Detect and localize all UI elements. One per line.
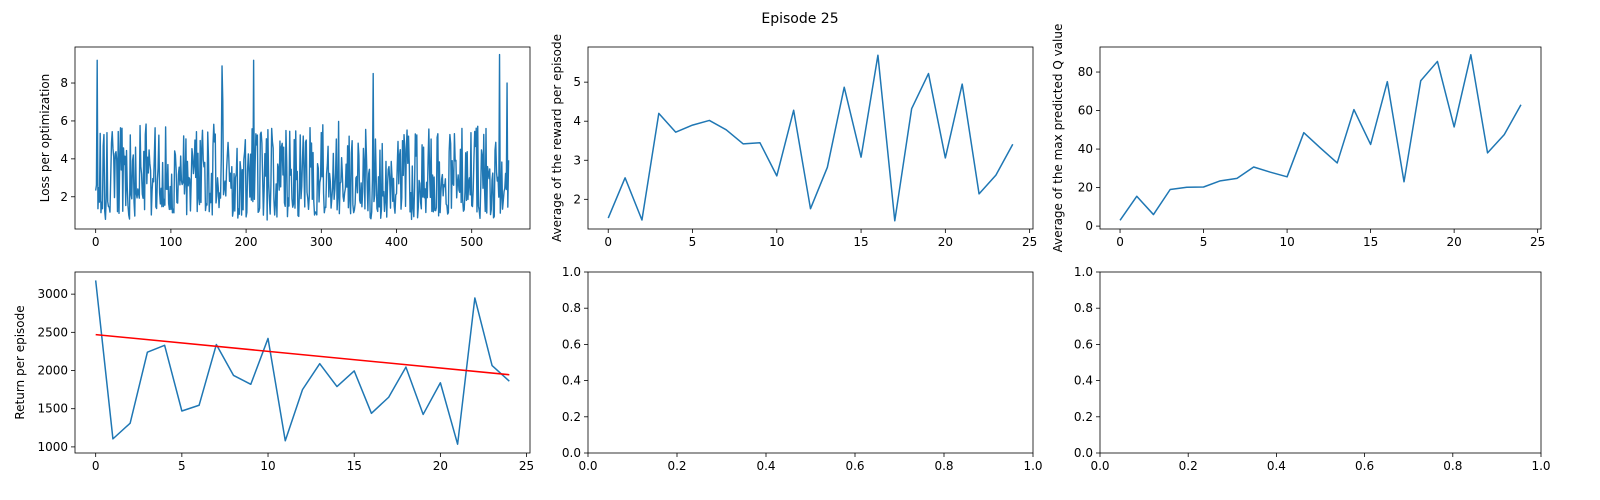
y-axis-label: Return per episode — [13, 305, 27, 419]
x-tick-label: 0.2 — [667, 459, 686, 473]
y-tick-label: 0.0 — [562, 446, 581, 460]
y-tick-label: 0.4 — [1074, 374, 1093, 388]
subplot-empty1: 0.0 0.2 0.4 0.6 0.8 1.0 0.0 0.2 0.4 0.6 0.8 1.0 — [562, 265, 1043, 473]
y-tick-label: 0.2 — [562, 410, 581, 424]
series-line-1 — [607, 54, 1014, 222]
x-tick-label: 5 — [1200, 235, 1208, 249]
y-tick-label: 0.6 — [562, 337, 581, 351]
x-tick-label: 0.0 — [578, 459, 597, 473]
y-tick-label: 6 — [60, 114, 68, 128]
x-tick-label: 10 — [1279, 235, 1294, 249]
series-line-1 — [1119, 53, 1522, 221]
y-tick-label: 0.4 — [562, 374, 581, 388]
x-tick-label: 200 — [235, 235, 258, 249]
y-tick-label: 2000 — [37, 364, 68, 378]
y-tick-label: 20 — [1078, 181, 1093, 195]
x-tick-label: 400 — [385, 235, 408, 249]
x-tick-label: 20 — [1446, 235, 1461, 249]
axes-frame — [1099, 271, 1542, 454]
y-tick-label: 0.6 — [1074, 337, 1093, 351]
x-tick-label: 0.2 — [1179, 459, 1198, 473]
series-line-1 — [94, 280, 510, 445]
x-tick-label: 15 — [1363, 235, 1378, 249]
y-tick-label: 3 — [573, 153, 581, 167]
y-tick-label: 0.8 — [1074, 301, 1093, 315]
y-tick-label: 2 — [60, 190, 68, 204]
axes-frame — [587, 46, 1034, 230]
y-tick-label: 8 — [60, 76, 68, 90]
y-tick-label: 1.0 — [1074, 265, 1093, 279]
x-tick-label: 25 — [1530, 235, 1545, 249]
x-tick-label: 20 — [938, 235, 953, 249]
x-tick-label: 10 — [260, 459, 275, 473]
y-axis-label: Loss per optimization — [38, 74, 52, 203]
y-tick-label: 0.8 — [562, 301, 581, 315]
subplot-empty2: 0.0 0.2 0.4 0.6 0.8 1.0 0.0 0.2 0.4 0.6 0.8 1.0 — [1074, 265, 1551, 473]
y-tick-label: 40 — [1078, 142, 1093, 156]
series-line-1 — [94, 53, 510, 221]
x-tick-label: 500 — [460, 235, 483, 249]
y-axis-label: Average of the max predicted Q value — [1051, 24, 1065, 253]
y-tick-label: 1000 — [37, 440, 68, 454]
x-tick-label: 15 — [347, 459, 362, 473]
y-tick-label: 1500 — [37, 402, 68, 416]
x-tick-label: 0.8 — [934, 459, 953, 473]
x-tick-label: 5 — [689, 235, 697, 249]
series-line-2 — [95, 333, 510, 376]
y-tick-label: 2500 — [37, 325, 68, 339]
x-tick-label: 0 — [92, 459, 100, 473]
x-tick-label: 0.8 — [1443, 459, 1462, 473]
y-tick-label: 1.0 — [562, 265, 581, 279]
y-tick-label: 0.0 — [1074, 446, 1093, 460]
subplot-loss: 0 100 200 300 400 500 2 4 6 8 Loss per optimizatio… — [38, 46, 531, 249]
x-tick-label: 1.0 — [1023, 459, 1042, 473]
x-tick-label: 300 — [310, 235, 333, 249]
subplot-qvalue: 0 5 10 15 20 25 0 20 40 60 80 Average of the max pr… — [1051, 24, 1545, 253]
x-tick-label: 0.0 — [1090, 459, 1109, 473]
y-axis-label: Average of the reward per episode — [550, 34, 564, 242]
y-tick-label: 4 — [573, 114, 581, 128]
x-tick-label: 10 — [769, 235, 784, 249]
y-tick-label: 0 — [1085, 219, 1093, 233]
x-tick-label: 0.6 — [845, 459, 864, 473]
x-tick-label: 100 — [159, 235, 182, 249]
y-tick-label: 5 — [573, 75, 581, 89]
y-tick-label: 2 — [573, 192, 581, 206]
subplot-reward: 0 5 10 15 20 25 2 3 4 5 Average of the reward per … — [550, 34, 1037, 249]
x-tick-label: 5 — [178, 459, 186, 473]
y-tick-label: 3000 — [37, 287, 68, 301]
x-tick-label: 20 — [433, 459, 448, 473]
y-tick-label: 4 — [60, 152, 68, 166]
y-tick-label: 0.2 — [1074, 410, 1093, 424]
axes-frame — [74, 271, 531, 454]
x-tick-label: 25 — [1022, 235, 1037, 249]
x-tick-label: 15 — [853, 235, 868, 249]
x-tick-label: 0.4 — [1267, 459, 1286, 473]
axes-frame — [1099, 46, 1542, 230]
axes-frame — [74, 46, 531, 230]
x-tick-label: 0 — [1116, 235, 1124, 249]
x-tick-label: 0 — [92, 235, 100, 249]
y-tick-label: 80 — [1078, 65, 1093, 79]
axes-frame — [587, 271, 1034, 454]
x-tick-label: 0.4 — [756, 459, 775, 473]
subplot-return: 0 5 10 15 20 25 1000 1500 2000 2500 3000 Return per… — [13, 271, 534, 473]
x-tick-label: 0 — [604, 235, 612, 249]
x-tick-label: 25 — [519, 459, 534, 473]
x-tick-label: 1.0 — [1531, 459, 1550, 473]
figure-suptitle: Episode 25 — [761, 11, 838, 27]
y-tick-label: 60 — [1078, 104, 1093, 118]
x-tick-label: 0.6 — [1355, 459, 1374, 473]
